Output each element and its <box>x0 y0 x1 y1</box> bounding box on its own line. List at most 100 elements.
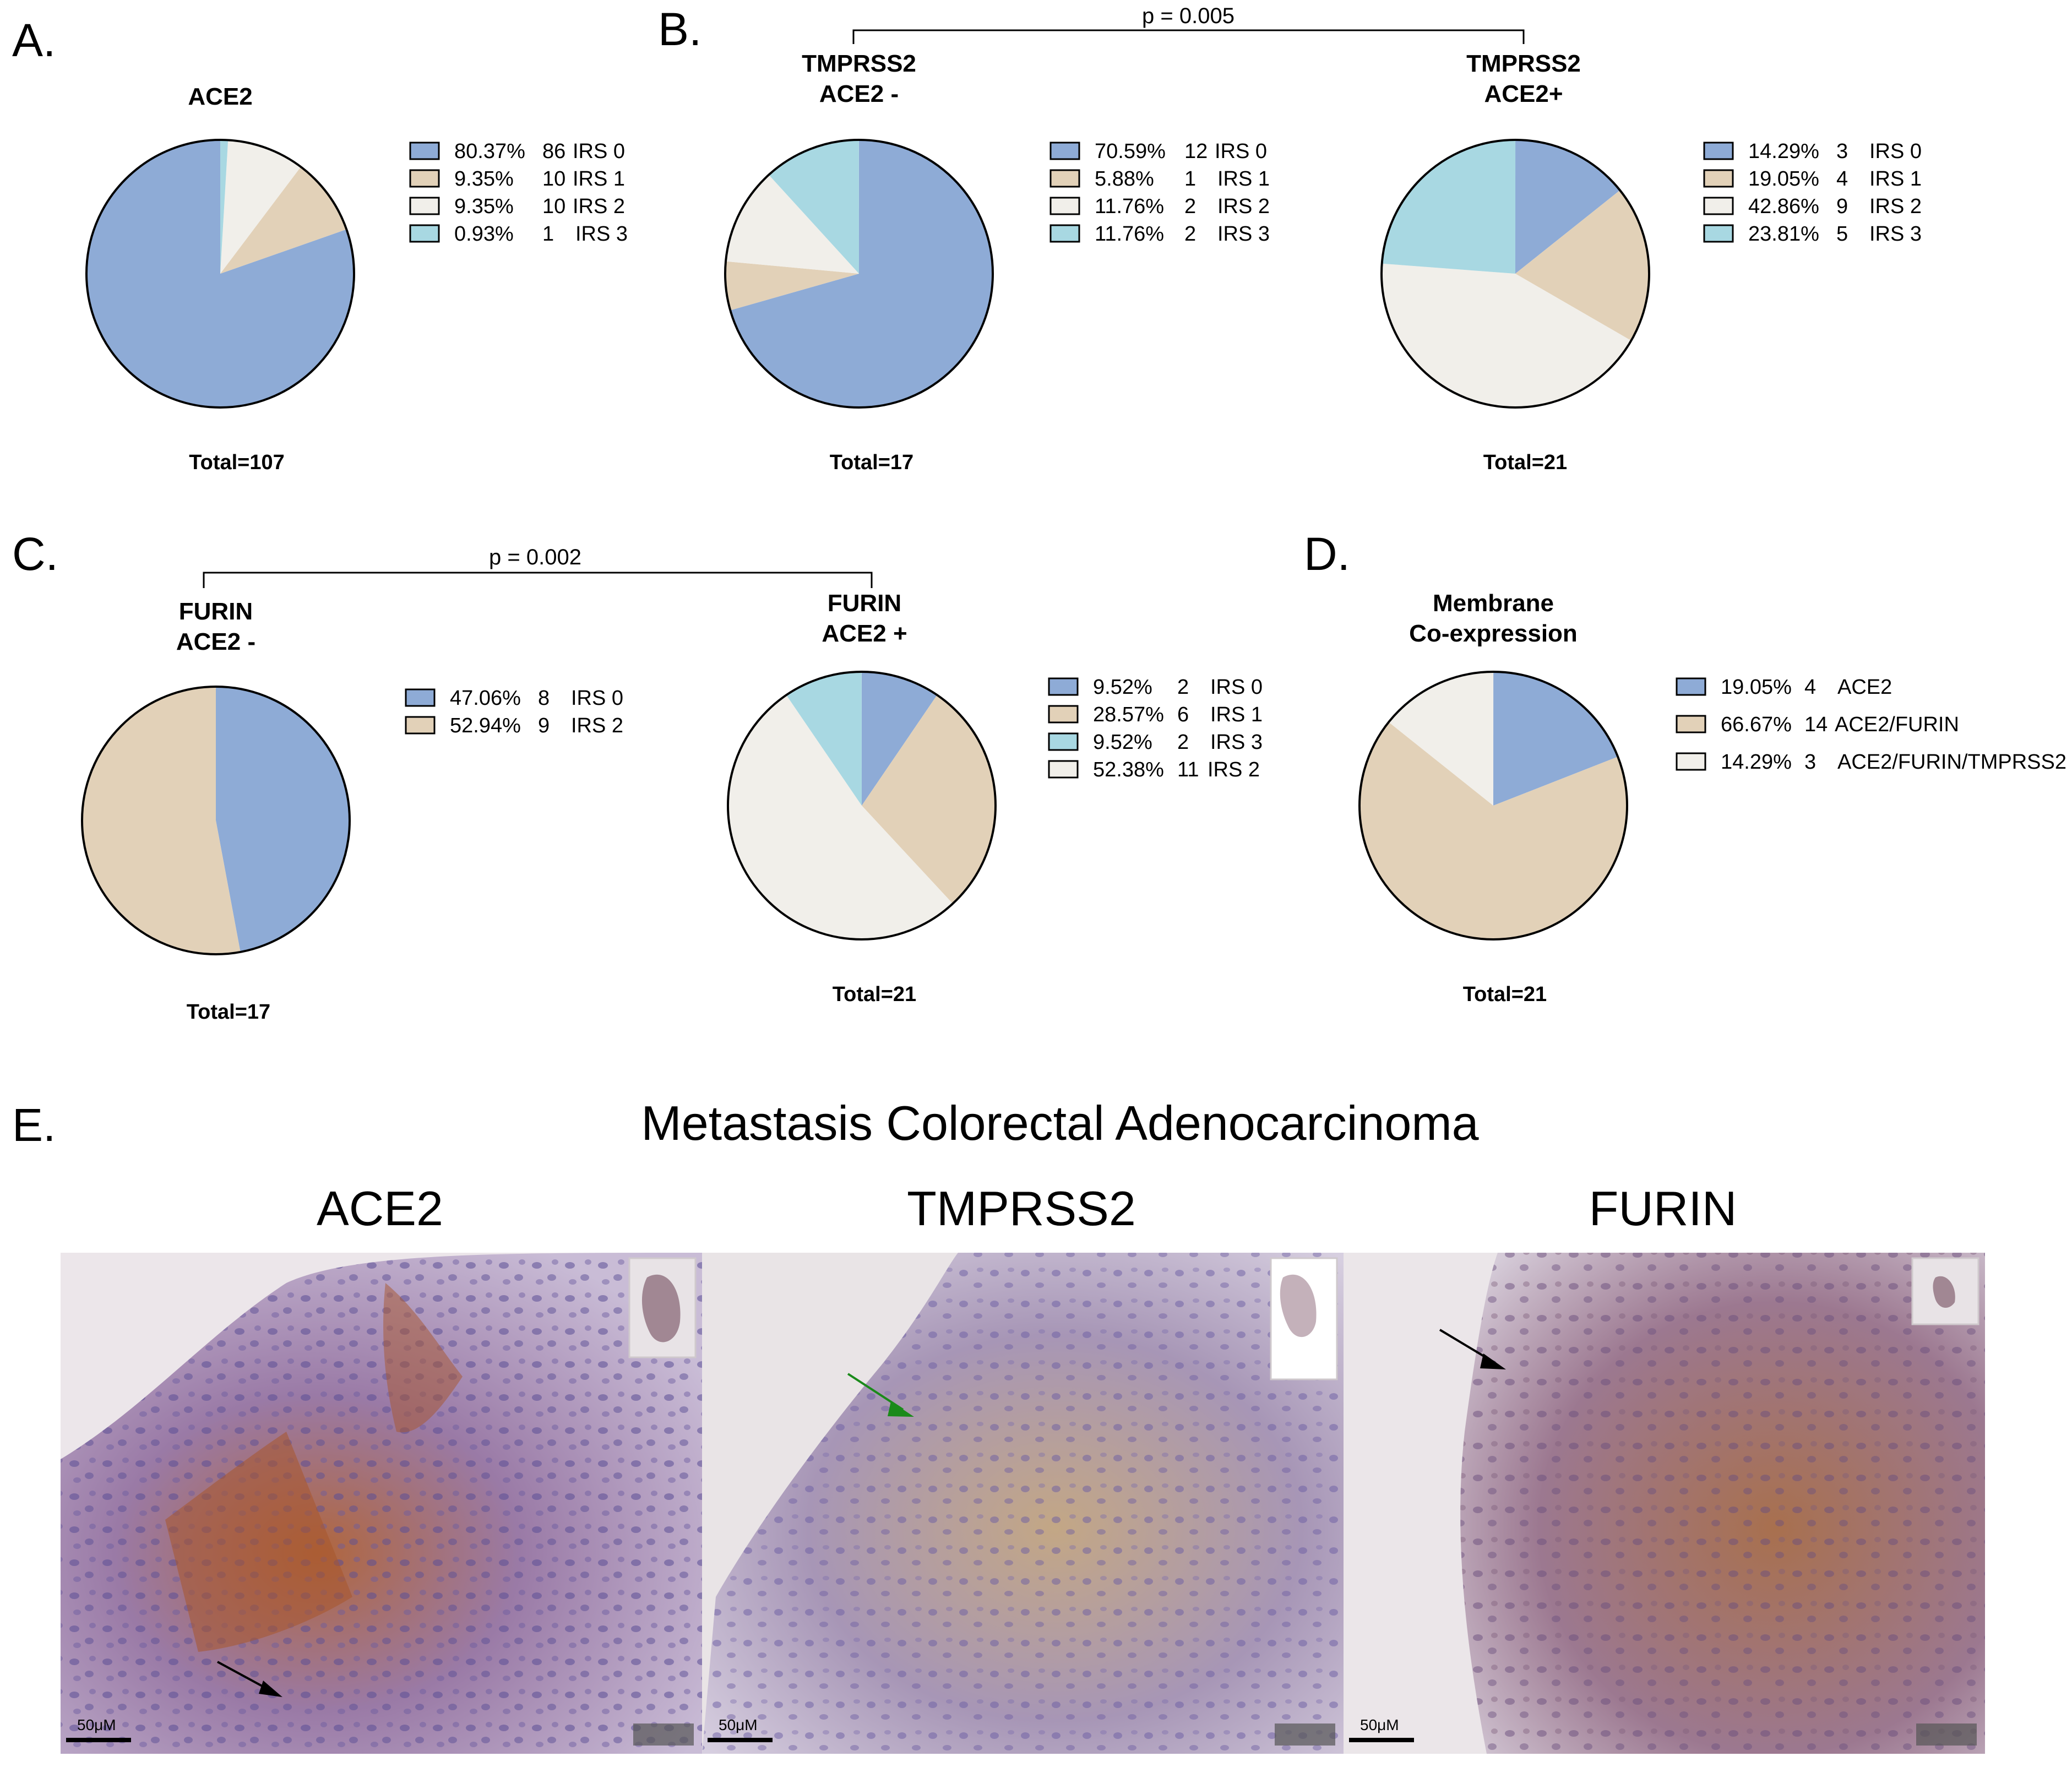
micrograph-tmprss2: 50μM <box>702 1253 1344 1754</box>
legend-swatch <box>1049 197 1080 215</box>
panel-label-d: D. <box>1304 528 1350 580</box>
legend-swatch <box>1048 760 1079 779</box>
legend-item-d: 66.67% 14 ACE2/FURIN <box>1676 713 1959 736</box>
chart-title-b1-line1: TMPRSS2 <box>802 50 916 77</box>
legend-label: IRS 3 <box>1217 222 1270 246</box>
legend-swatch <box>405 716 436 735</box>
p-value-b: p = 0.005 <box>1142 4 1235 28</box>
pie-slice-d-ace2 <box>1493 672 1618 806</box>
pie-slice-d-ace2-furin <box>1359 722 1627 939</box>
chart-title-b2-line1: TMPRSS2 <box>1466 50 1581 77</box>
pie-slice-b1-irs-1 <box>725 261 859 311</box>
legend-count: 14 <box>1804 713 1828 736</box>
panel-label-a: A. <box>12 14 56 66</box>
legend-count: 2 <box>1184 222 1196 246</box>
legend-percent: 5.88% <box>1095 167 1154 191</box>
chart-title-c1-line1: FURIN <box>179 598 253 625</box>
panel-e-label-tmprss2: TMPRSS2 <box>907 1181 1136 1236</box>
legend-item-c1: 47.06% 8 IRS 0 <box>405 687 623 710</box>
chart-total-c2: Total=21 <box>833 983 916 1006</box>
legend-percent: 47.06% <box>450 687 521 710</box>
pie-outline-b2 <box>1380 139 1650 409</box>
panel-label-b: B. <box>658 3 701 55</box>
legend-label: ACE2/FURIN <box>1835 713 1959 736</box>
legend-percent: 28.57% <box>1093 703 1164 726</box>
legend-count: 4 <box>1836 167 1848 191</box>
legend-swatch <box>409 169 440 188</box>
legend-count: 8 <box>538 687 550 710</box>
legend-item-b2: 19.05% 4 IRS 1 <box>1703 167 1922 191</box>
legend-percent: 66.67% <box>1721 713 1792 736</box>
pie-outline-c2 <box>727 671 997 940</box>
legend-item-a: 9.35% 10 IRS 2 <box>409 195 625 218</box>
legend-count: 10 <box>542 195 565 218</box>
pie-slice-c1-irs-2 <box>81 687 241 954</box>
legend-item-b1: 11.76% 2 IRS 2 <box>1049 195 1270 218</box>
legend-swatch <box>1049 224 1080 243</box>
legend-swatch <box>405 688 436 707</box>
legend-swatch <box>1676 715 1706 733</box>
legend-swatch <box>1049 169 1080 188</box>
panel-e-label-ace2: ACE2 <box>317 1181 443 1236</box>
pie-slice-a-irs-1 <box>220 166 347 274</box>
pie-slice-b1-irs-3 <box>769 140 859 274</box>
legend-count: 2 <box>1177 731 1189 754</box>
legend-item-b1: 11.76% 2 IRS 3 <box>1049 222 1270 246</box>
comparison-bracket-b: p = 0.005 <box>852 4 1525 44</box>
legend-percent: 23.81% <box>1748 222 1819 246</box>
chart-title-c2-line2: ACE2 + <box>822 620 907 647</box>
panel-e-label-furin: FURIN <box>1589 1181 1737 1236</box>
legend-swatch <box>1676 752 1706 771</box>
pie-slice-d-ace2-furin-tmprss2 <box>1389 671 1494 806</box>
pie-outline-a <box>85 139 355 409</box>
legend-count: 9 <box>538 714 550 737</box>
legend-swatch <box>1049 142 1080 160</box>
legend-item-a: 0.93% 1 IRS 3 <box>409 222 628 246</box>
chart-title-b2-line2: ACE2+ <box>1484 80 1563 107</box>
legend-label: IRS 2 <box>1869 195 1922 218</box>
legend-swatch <box>1048 677 1079 696</box>
legend-percent: 0.93% <box>454 222 514 246</box>
legend-percent: 9.35% <box>454 167 514 191</box>
legend-count: 3 <box>1836 140 1848 163</box>
legend-percent: 19.05% <box>1721 676 1792 699</box>
legend-count: 1 <box>1184 167 1196 191</box>
legend-percent: 9.35% <box>454 195 514 218</box>
legend-count: 5 <box>1836 222 1848 246</box>
legend-percent: 14.29% <box>1748 140 1819 163</box>
scale-bar-label-ace2: 50μM <box>77 1716 116 1733</box>
pie-outline-d <box>1358 671 1628 940</box>
legend-count: 12 <box>1184 140 1208 163</box>
panel-label-e: E. <box>12 1099 56 1151</box>
legend-item-c2: 28.57% 6 IRS 1 <box>1048 703 1263 726</box>
legend-item-a: 80.37% 86 IRS 0 <box>409 140 625 163</box>
legend-count: 10 <box>542 167 565 191</box>
legend-count: 2 <box>1177 676 1189 699</box>
pie-slice-b1-irs-2 <box>726 175 859 274</box>
legend-swatch <box>1703 169 1734 188</box>
legend-label: IRS 1 <box>1210 703 1263 726</box>
pie-slice-b2-irs-1 <box>1515 190 1649 341</box>
comparison-bracket-c: p = 0.002 <box>203 545 873 588</box>
panel-e-title: Metastasis Colorectal Adenocarcinoma <box>641 1096 1478 1150</box>
legend-label: IRS 3 <box>575 222 628 246</box>
legend-percent: 11.76% <box>1095 222 1164 246</box>
panel-label-c: C. <box>12 528 58 580</box>
pie-slice-a-irs-3 <box>220 140 229 274</box>
legend-percent: 9.52% <box>1093 676 1152 699</box>
scale-bar-label-tmprss2: 50μM <box>719 1716 758 1733</box>
legend-item-b2: 14.29% 3 IRS 0 <box>1703 140 1922 163</box>
legend-item-b1: 70.59% 12 IRS 0 <box>1049 140 1267 163</box>
pie-slice-c1-irs-0 <box>216 687 350 952</box>
legend-label: ACE2 <box>1837 676 1892 699</box>
legend-count: 1 <box>542 222 554 246</box>
chart-title-b1-line2: ACE2 - <box>819 80 899 107</box>
legend-percent: 52.94% <box>450 714 521 737</box>
legend-label: IRS 2 <box>571 714 623 737</box>
legend-label: IRS 1 <box>1217 167 1270 191</box>
pie-chart-c2: FURIN ACE2 + Total=21 9.52% 2 IRS 0 28.57% 6 IRS… <box>727 590 1263 1006</box>
